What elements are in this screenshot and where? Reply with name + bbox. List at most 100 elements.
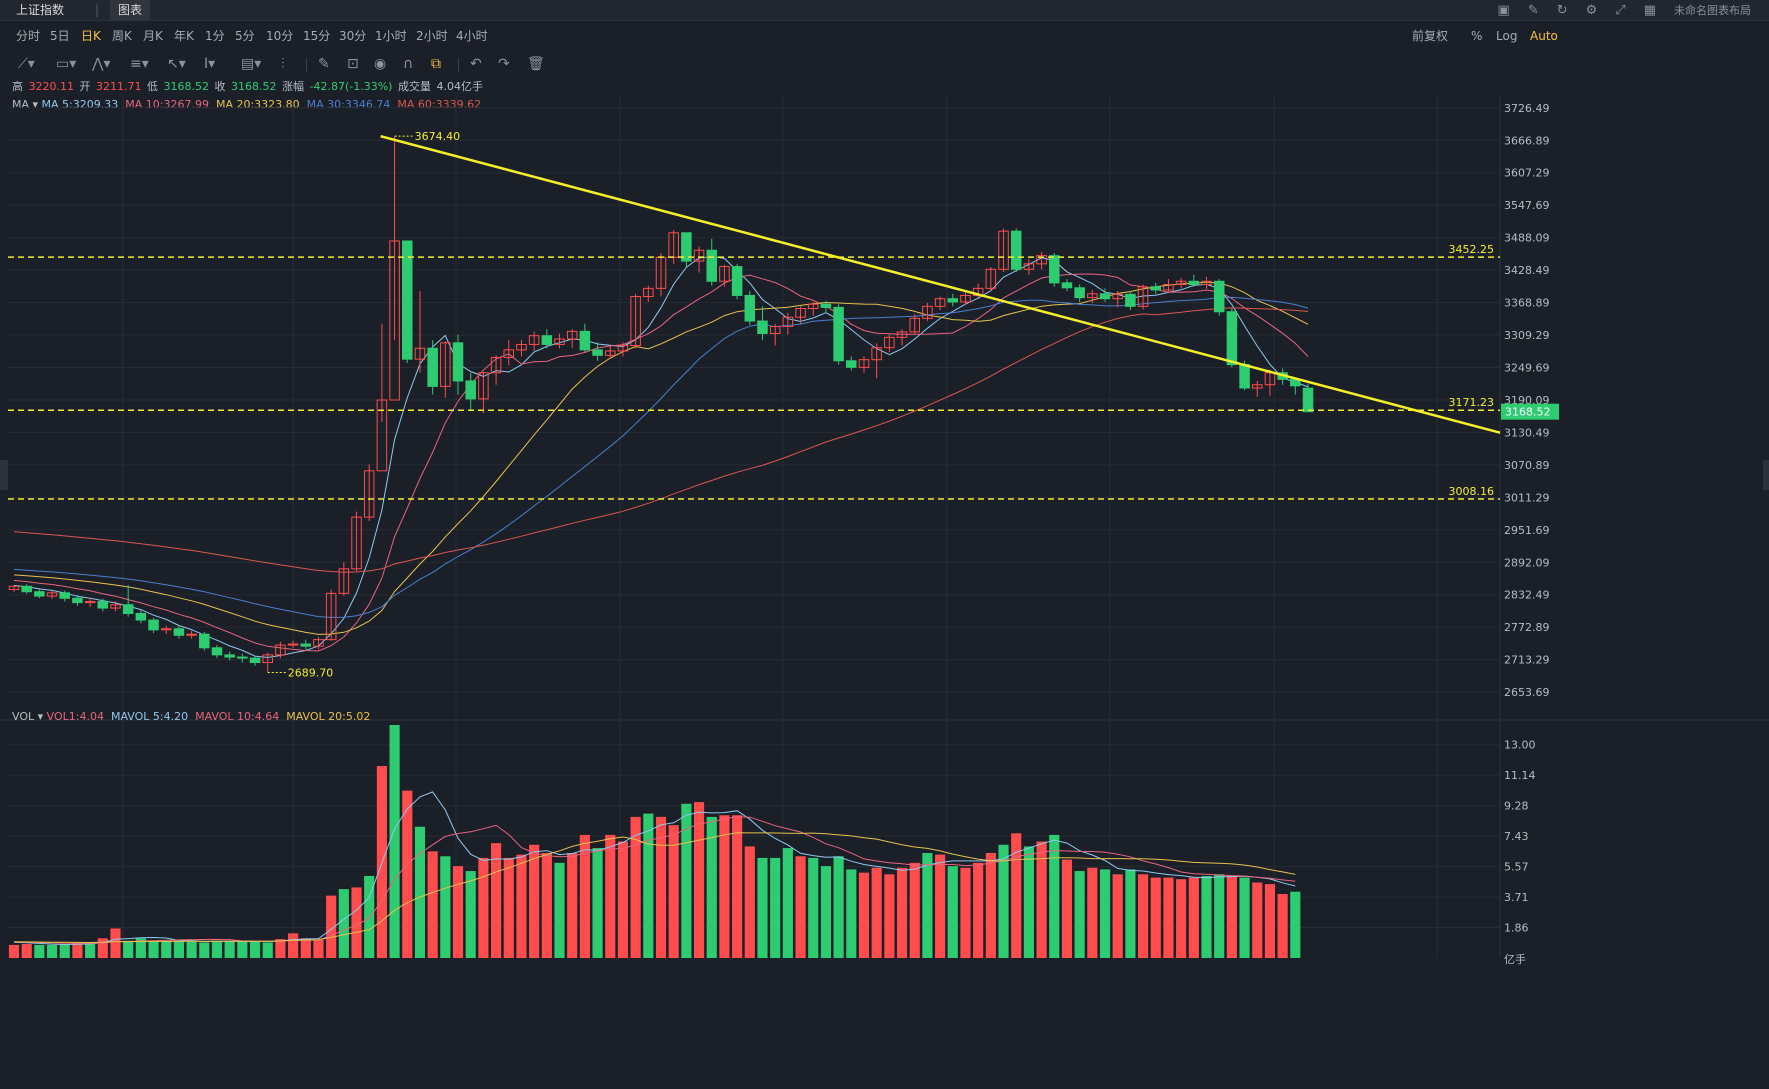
indicator-icon[interactable]: ⫶ xyxy=(281,56,285,72)
high-marker-label: 3674.40 xyxy=(415,130,461,143)
ma10-line xyxy=(13,273,1309,652)
candle-body xyxy=(934,298,946,307)
price-axis-label: 3428.49 xyxy=(1504,264,1550,277)
candle-body xyxy=(592,349,603,356)
period-30min[interactable]: 30分 xyxy=(339,29,367,43)
period-weekly[interactable]: 周K xyxy=(112,29,132,43)
volume-bar xyxy=(833,856,844,958)
price-axis-label: 2713.29 xyxy=(1504,654,1550,667)
chevron-down-icon[interactable]: ▾ xyxy=(37,710,44,723)
volume-bar xyxy=(34,944,45,958)
volume-bar xyxy=(567,852,578,958)
period-4hour[interactable]: 4小时 xyxy=(456,29,488,43)
volume-bar xyxy=(313,939,324,958)
price-axis-label: 3368.89 xyxy=(1504,297,1550,310)
auto-toggle[interactable]: Auto xyxy=(1530,29,1558,43)
period-2hour[interactable]: 2小时 xyxy=(416,29,448,43)
candle-body xyxy=(363,470,375,518)
volume-bar xyxy=(1036,841,1047,958)
period-1hour[interactable]: 1小时 xyxy=(375,29,407,43)
candle-body xyxy=(1175,280,1187,286)
pen-icon[interactable]: ✎ xyxy=(318,56,330,72)
lock-icon[interactable]: ⊡ xyxy=(347,56,359,72)
rectangle-tool-icon[interactable]: ▭▾ xyxy=(56,56,77,72)
volume-bar xyxy=(275,939,286,958)
volume-bar xyxy=(452,866,464,958)
redo-icon[interactable]: ↷ xyxy=(498,56,510,72)
volume-bar xyxy=(249,941,261,958)
layout-select[interactable]: 未命名图表布局 xyxy=(1674,4,1751,17)
period-1min[interactable]: 1分 xyxy=(205,29,225,43)
tab-index-name[interactable]: 上证指数 xyxy=(16,3,65,17)
volume-bar xyxy=(211,940,223,958)
volume-bar xyxy=(288,933,299,958)
volume-bar xyxy=(465,871,476,958)
candle-body xyxy=(630,296,641,347)
candle-body xyxy=(757,320,768,335)
screenshot-icon[interactable]: ▣ xyxy=(1497,2,1510,18)
eye-icon[interactable]: ◉ xyxy=(374,56,387,72)
period-monthly[interactable]: 月K xyxy=(143,29,163,43)
volume-value: 4.04亿手 xyxy=(436,80,483,93)
candle-body xyxy=(237,656,248,659)
period-5day[interactable]: 5日 xyxy=(50,29,70,43)
fullscreen-icon[interactable]: ⤢ xyxy=(1615,2,1626,18)
tab-chart[interactable]: 图表 xyxy=(110,0,151,20)
volume-unit-label: 亿手 xyxy=(1504,952,1526,966)
candlestick-chart[interactable]: 3726.49 3666.89 3607.29 3547.69 3488.09 3428.… xyxy=(0,95,1769,1089)
line-tool-icon[interactable]: ⟋▾ xyxy=(18,56,35,72)
candle-body xyxy=(516,343,527,351)
vol-title[interactable]: VOL xyxy=(12,710,35,723)
candle-body xyxy=(643,287,654,298)
cursor-tool-icon[interactable]: ↖▾ xyxy=(167,56,186,72)
text-tool-icon[interactable]: ▤▾ xyxy=(241,56,262,72)
vol1-legend: VOL1:4.04 xyxy=(46,710,104,723)
period-yearly[interactable]: 年K xyxy=(174,29,194,43)
trash-icon[interactable]: 🗑 xyxy=(527,56,545,72)
volume-bar xyxy=(1099,869,1111,958)
period-intraday[interactable]: 分时 xyxy=(16,29,41,43)
period-daily[interactable]: 日K xyxy=(81,29,101,43)
volume-bar xyxy=(491,843,502,958)
refresh-icon[interactable]: ↻ xyxy=(1556,2,1568,18)
volume-bar xyxy=(871,867,882,958)
grid-layout-icon[interactable]: ▦ xyxy=(1643,2,1656,18)
undo-icon[interactable]: ↶ xyxy=(470,56,482,72)
pattern-tool-icon[interactable]: ⋀▾ xyxy=(92,56,111,72)
chevron-down-icon[interactable]: ▾ xyxy=(32,98,39,111)
mavol20-line xyxy=(13,832,1296,944)
volume-bar xyxy=(896,867,908,958)
volume-bar xyxy=(224,940,235,958)
log-toggle[interactable]: Log xyxy=(1496,29,1518,43)
candle-body xyxy=(173,628,185,636)
candle-body xyxy=(34,591,45,597)
settings-icon[interactable]: ⚙ xyxy=(1585,2,1598,18)
period-15min[interactable]: 15分 xyxy=(303,29,331,43)
volume-bar xyxy=(135,938,146,958)
left-collapse-handle[interactable] xyxy=(0,460,8,490)
candle-body xyxy=(1061,282,1073,289)
period-5min[interactable]: 5分 xyxy=(235,29,255,43)
change-value: -42.87(-1.33%) xyxy=(309,80,393,93)
text-cursor-icon[interactable]: I▾ xyxy=(204,56,216,72)
volume-bar xyxy=(973,862,984,958)
period-bar: 分时 5日 日K 周K 月K 年K 1分 5分 10分 15分 30分 1小时 … xyxy=(0,22,1769,50)
volume-bar xyxy=(782,848,793,958)
volume-bar xyxy=(1239,877,1250,958)
edit-icon[interactable]: ✎ xyxy=(1527,2,1539,18)
link-icon[interactable]: ⧉ xyxy=(431,56,441,72)
low-label: 低 xyxy=(147,80,158,93)
magnet-icon[interactable]: ∩ xyxy=(403,56,414,72)
candle-body xyxy=(782,316,794,327)
candle-body xyxy=(300,643,312,647)
price-axis-label: 2772.89 xyxy=(1504,621,1550,634)
period-10min[interactable]: 10分 xyxy=(266,29,294,43)
right-collapse-handle[interactable] xyxy=(1763,460,1769,490)
fib-tool-icon[interactable]: ≡▾ xyxy=(130,56,149,72)
percent-toggle[interactable]: % xyxy=(1471,29,1483,43)
price-axis-label: 2653.69 xyxy=(1504,686,1550,699)
candle-body xyxy=(1036,255,1047,265)
low-marker-label: 2689.70 xyxy=(288,666,334,679)
adjust-select[interactable]: 前复权 xyxy=(1412,29,1449,43)
candle-body xyxy=(135,613,147,621)
